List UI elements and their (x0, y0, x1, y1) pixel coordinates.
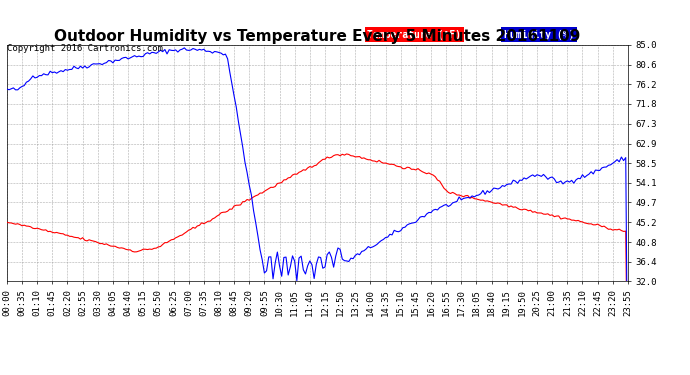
Title: Outdoor Humidity vs Temperature Every 5 Minutes 20161109: Outdoor Humidity vs Temperature Every 5 … (55, 29, 580, 44)
Text: Humidity (%): Humidity (%) (504, 30, 574, 40)
Text: Temperature (°F): Temperature (°F) (367, 30, 461, 40)
Text: Copyright 2016 Cartronics.com: Copyright 2016 Cartronics.com (7, 44, 163, 52)
